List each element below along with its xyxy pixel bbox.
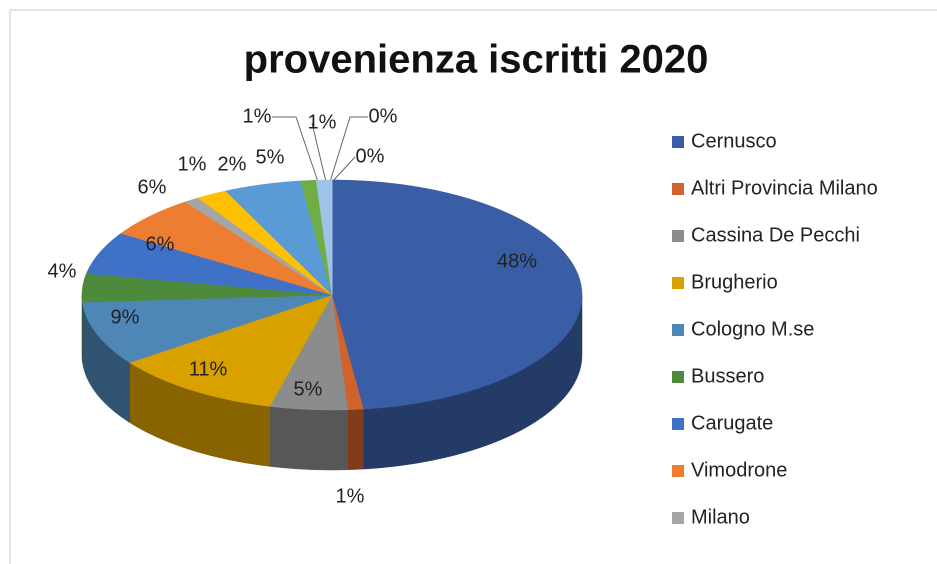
legend-label: Cassina De Pecchi <box>691 224 860 246</box>
slice <box>120 201 333 296</box>
slice-side <box>347 408 364 471</box>
slice <box>269 294 348 411</box>
legend-swatch <box>672 371 684 383</box>
legend-swatch <box>672 183 684 195</box>
legend-swatch <box>672 230 684 242</box>
data-label: 6% <box>146 233 175 255</box>
leader-line <box>311 122 327 183</box>
data-label: 5% <box>256 146 285 168</box>
data-label: 4% <box>48 260 77 282</box>
slice <box>331 179 583 410</box>
data-label: 5% <box>294 378 323 400</box>
legend-swatch <box>672 465 684 477</box>
legend-label: Altri Provincia Milano <box>691 177 878 199</box>
slice <box>225 180 333 296</box>
data-label: 1% <box>336 485 365 507</box>
leader-line <box>331 156 356 183</box>
leader-line <box>272 116 319 183</box>
legend-swatch <box>672 277 684 289</box>
legend-swatch <box>672 324 684 336</box>
chart-title: provenienza iscritti 2020 <box>244 38 709 82</box>
data-label: 6% <box>138 176 167 198</box>
slice-side <box>269 406 348 471</box>
data-label: 2% <box>218 153 247 175</box>
legend-swatch <box>672 418 684 430</box>
legend-label: Milano <box>691 506 750 528</box>
data-label: 9% <box>111 306 140 328</box>
leader-lines <box>272 116 368 183</box>
slice <box>86 233 333 296</box>
legend-label: Bussero <box>691 365 764 387</box>
data-label: 0% <box>369 105 398 127</box>
data-label: 0% <box>356 145 385 167</box>
legend-label: Cernusco <box>691 130 777 152</box>
legend-swatch <box>672 512 684 524</box>
data-label: 11% <box>189 358 228 380</box>
data-label: 1% <box>308 111 337 133</box>
legend-label: Cologno M.se <box>691 318 814 340</box>
legend-swatch <box>672 136 684 148</box>
legend-label: Brugherio <box>691 271 778 293</box>
data-label: 1% <box>178 153 207 175</box>
leader-line <box>329 116 368 183</box>
legend-label: Vimodrone <box>691 459 787 481</box>
data-label: 1% <box>243 105 272 127</box>
slice <box>129 294 333 407</box>
data-label: 48% <box>497 250 537 272</box>
legend-label: Carugate <box>691 412 773 434</box>
slice <box>81 273 333 303</box>
slice <box>82 294 333 363</box>
slice <box>197 190 333 296</box>
